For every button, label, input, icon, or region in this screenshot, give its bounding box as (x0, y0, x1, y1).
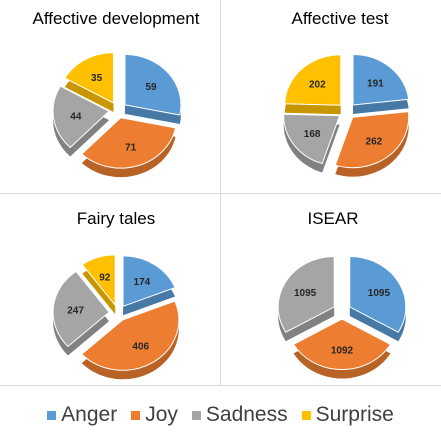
legend-item-joy: Joy (131, 403, 178, 427)
pie-slice-sadness (52, 270, 110, 348)
data-label-anger: 59 (145, 82, 157, 93)
legend-item-surprise: Surprise (301, 403, 394, 427)
legend-label-surprise: Surprise (315, 403, 394, 426)
pie-slice-surprise (81, 254, 116, 307)
data-label-anger: 174 (134, 277, 151, 288)
legend-label-joy: Joy (145, 403, 178, 426)
legend-swatch-joy (131, 410, 141, 420)
pie-slice-joy (292, 318, 392, 370)
legend-item-sadness: Sadness (191, 403, 288, 427)
pie-slice-joy (334, 111, 410, 169)
pie-slice-sadness (52, 85, 110, 149)
pie-chart-affective-development: Affective development 59 71 44 35 (33, 9, 200, 178)
pie-slice-anger (349, 256, 407, 333)
legend-swatch-sadness (191, 410, 201, 420)
pie-slice-joy (81, 117, 177, 169)
data-label-surprise: 202 (309, 80, 326, 91)
legend-swatch-anger (47, 410, 57, 420)
pie-slice-sadness (277, 256, 335, 333)
data-label-sadness: 44 (70, 111, 82, 122)
data-label-sadness: 1095 (294, 288, 317, 299)
chart-title: Affective development (33, 9, 200, 28)
chart-legend: Anger Joy Sadness Surprise (0, 398, 441, 432)
legend-label-sadness: Sadness (205, 403, 288, 426)
data-label-joy: 406 (132, 341, 149, 352)
pie-slice-joy (80, 300, 180, 371)
chart-title: Fairy tales (77, 209, 155, 228)
legend-label-anger: Anger (61, 403, 118, 426)
pie-slice-surprise (64, 52, 114, 104)
data-label-surprise: 35 (91, 73, 103, 84)
pie-slice-anger (352, 54, 410, 106)
pie-slice-anger (124, 53, 182, 116)
data-label-anger: 1095 (368, 288, 391, 299)
legend-item-anger: Anger (47, 403, 117, 427)
data-label-joy: 71 (125, 143, 137, 154)
chart-title: Affective test (291, 9, 388, 28)
pie-chart-fairy-tales: Fairy tales 174 406 247 92 (52, 209, 180, 380)
data-label-sadness: 168 (304, 129, 321, 140)
data-label-joy: 1092 (331, 345, 354, 356)
pie-chart-isear: ISEAR 1095 1092 1095 (277, 209, 407, 379)
data-label-sadness: 247 (67, 305, 84, 316)
pie-slice-surprise (284, 54, 342, 106)
pie-chart-affective-test: Affective test 191 262 168 202 (283, 9, 410, 177)
data-label-anger: 191 (367, 78, 384, 89)
pie-slice-anger (122, 255, 176, 308)
data-label-surprise: 92 (99, 273, 111, 284)
pie-slice-sadness (283, 113, 341, 165)
legend-swatch-surprise (301, 410, 311, 420)
data-label-joy: 262 (366, 137, 383, 148)
chart-title: ISEAR (307, 209, 358, 228)
